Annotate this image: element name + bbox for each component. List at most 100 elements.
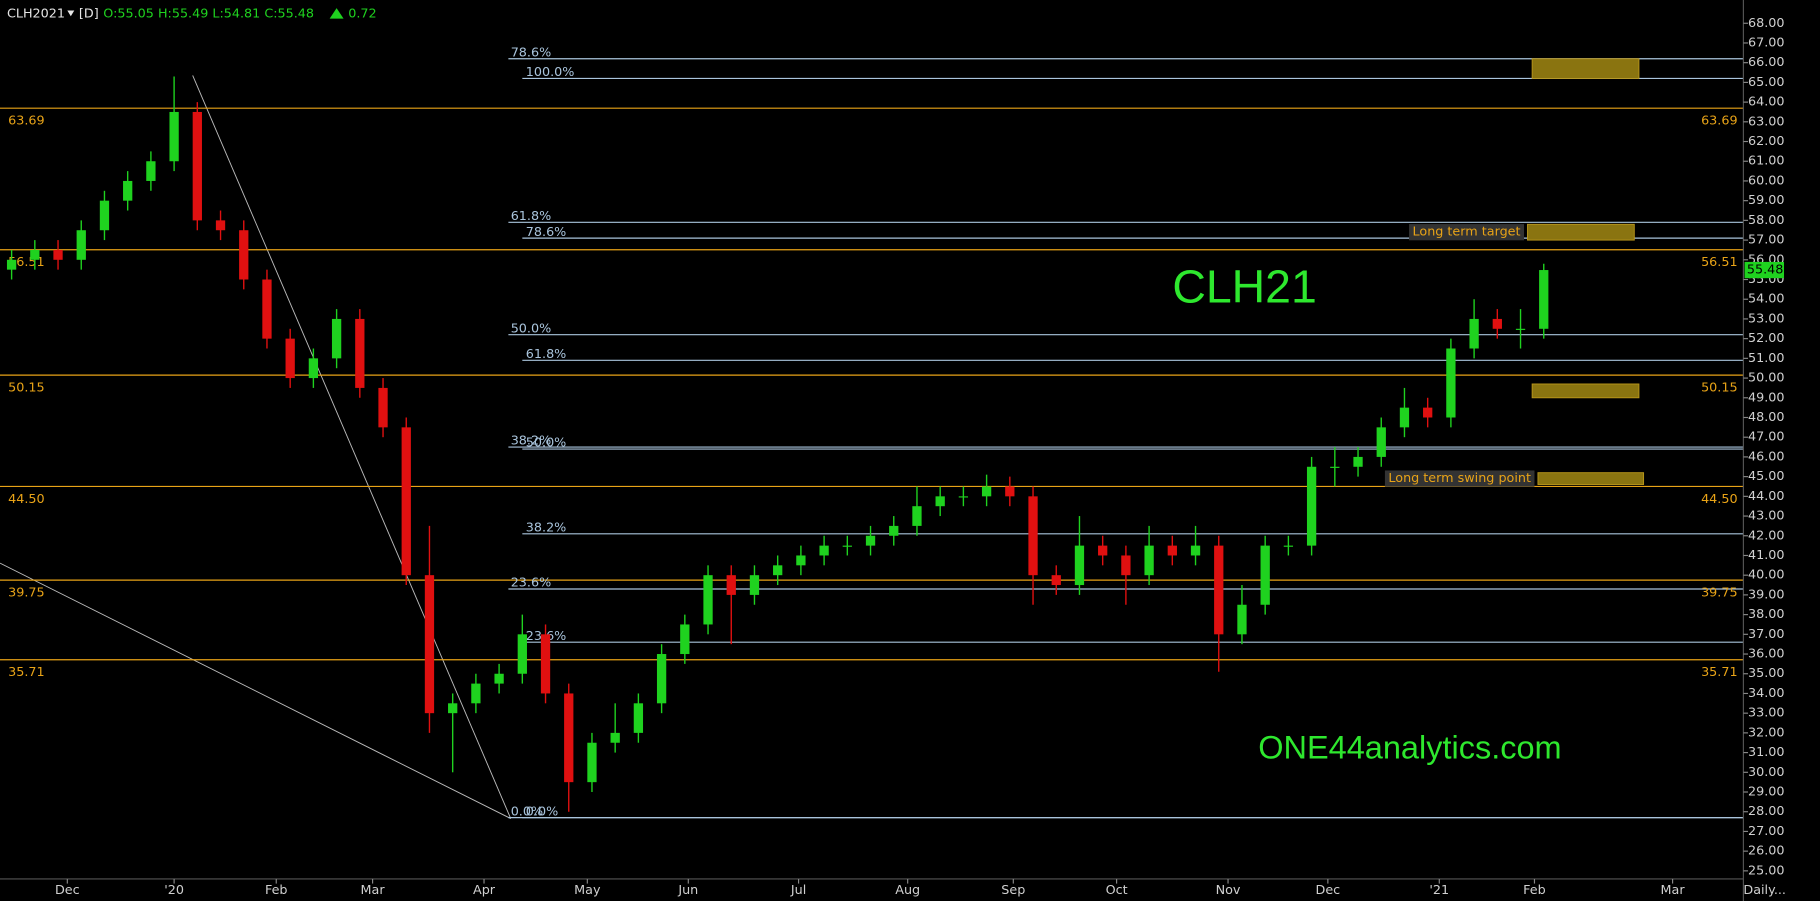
candle-body bbox=[819, 545, 829, 556]
level-label-left: 39.75 bbox=[8, 585, 45, 600]
y-tick-label: 47.00 bbox=[1748, 430, 1785, 445]
y-tick-label: 39.00 bbox=[1748, 587, 1785, 602]
y-tick-label: 54.00 bbox=[1748, 292, 1785, 307]
candle-body bbox=[1144, 545, 1154, 576]
y-tick-label: 60.00 bbox=[1748, 173, 1785, 188]
x-tick-label: '21 bbox=[1429, 883, 1449, 898]
y-tick-label: 52.00 bbox=[1748, 331, 1785, 346]
candle-body bbox=[564, 693, 574, 783]
y-tick-label: 64.00 bbox=[1748, 95, 1785, 110]
target-zone bbox=[1531, 58, 1640, 79]
level-label-right: 35.71 bbox=[1701, 665, 1738, 680]
candle-body bbox=[726, 575, 736, 595]
candle-body bbox=[889, 525, 899, 536]
candle-body bbox=[1214, 545, 1224, 635]
interval: [D] bbox=[79, 6, 99, 21]
fib-label: 38.2% bbox=[526, 520, 567, 535]
symbol[interactable]: CLH2021 bbox=[7, 6, 65, 21]
x-tick-label: Aug bbox=[895, 883, 920, 898]
y-tick-label: 58.00 bbox=[1748, 213, 1785, 228]
candle-body bbox=[99, 200, 110, 231]
y-tick-label: 63.00 bbox=[1748, 114, 1785, 129]
level-label-left: 35.71 bbox=[8, 665, 45, 680]
candle-body bbox=[796, 555, 806, 566]
candle-body bbox=[401, 427, 411, 576]
candle-body bbox=[703, 575, 713, 625]
candle-body bbox=[1028, 496, 1038, 576]
y-tick-label: 51.00 bbox=[1748, 351, 1785, 366]
y-tick-label: 34.00 bbox=[1748, 686, 1785, 701]
candle-body bbox=[610, 732, 620, 743]
y-tick-label: 48.00 bbox=[1748, 410, 1785, 425]
y-tick-label: 28.00 bbox=[1748, 804, 1785, 819]
candle-body bbox=[169, 111, 179, 162]
level-label-right: 63.69 bbox=[1701, 113, 1738, 128]
x-tick-label: '20 bbox=[164, 883, 184, 898]
candle-body bbox=[981, 486, 992, 497]
y-tick-label: 41.00 bbox=[1748, 548, 1785, 563]
candle-body bbox=[1423, 407, 1433, 418]
x-tick-label: Sep bbox=[1001, 883, 1025, 898]
candle-body bbox=[958, 496, 969, 498]
candle-body bbox=[773, 565, 783, 576]
y-tick-label: 44.00 bbox=[1748, 489, 1785, 504]
fib-label: 50.0% bbox=[511, 321, 552, 336]
candle-body bbox=[53, 249, 63, 260]
candle-body bbox=[1399, 407, 1410, 428]
fib-label: 0.0% bbox=[526, 804, 558, 819]
fib-label: 78.6% bbox=[526, 225, 567, 240]
candle-body bbox=[680, 624, 690, 655]
zone-label: Long term target bbox=[1413, 225, 1521, 240]
y-tick-label: 43.00 bbox=[1748, 509, 1785, 524]
candle-body bbox=[935, 496, 945, 507]
candle-body bbox=[1005, 486, 1015, 497]
watermark: ONE44analytics.com bbox=[1258, 730, 1561, 766]
x-tick-label: Dec bbox=[1316, 883, 1341, 898]
fib-label: 50.0% bbox=[526, 436, 567, 451]
x-tick-label: Feb bbox=[1523, 883, 1546, 898]
candle-body bbox=[123, 180, 133, 201]
candle-body bbox=[1306, 466, 1317, 546]
candle-body bbox=[587, 742, 597, 783]
candle-body bbox=[517, 634, 527, 674]
y-tick-label: 40.00 bbox=[1748, 568, 1785, 583]
candle-body bbox=[30, 249, 40, 260]
zone-label-bg bbox=[1409, 224, 1525, 241]
y-tick-label: 35.00 bbox=[1748, 666, 1785, 681]
candle-body bbox=[1492, 318, 1502, 329]
y-tick-label: 26.00 bbox=[1748, 844, 1785, 859]
y-tick-label: 61.00 bbox=[1748, 154, 1785, 169]
ohlc-readout: O:55.05 H:55.49 L:54.81 C:55.48 bbox=[103, 6, 314, 21]
y-tick-label: 62.00 bbox=[1748, 134, 1785, 149]
interval-menu[interactable]: Daily... bbox=[1743, 883, 1786, 898]
candle-body bbox=[424, 575, 435, 714]
symbol-dropdown-icon[interactable] bbox=[67, 10, 75, 17]
x-tick-label: Apr bbox=[473, 883, 496, 898]
candle-body bbox=[842, 545, 852, 547]
fib-label: 61.8% bbox=[526, 347, 567, 362]
x-tick-label: Dec bbox=[55, 883, 80, 898]
y-tick-label: 30.00 bbox=[1748, 765, 1785, 780]
candle-body bbox=[633, 703, 644, 733]
candle-body bbox=[1260, 545, 1270, 605]
candle-body bbox=[1098, 545, 1108, 556]
level-label-right: 39.75 bbox=[1701, 585, 1738, 600]
y-tick-label: 25.00 bbox=[1748, 863, 1785, 878]
x-tick-label: May bbox=[574, 883, 601, 898]
zone-label-bg bbox=[1384, 470, 1535, 487]
candle-body bbox=[540, 634, 551, 694]
change-up-icon bbox=[329, 8, 344, 19]
x-tick-label: Jul bbox=[790, 883, 806, 898]
candle-body bbox=[494, 673, 504, 684]
level-label-left: 44.50 bbox=[8, 492, 45, 507]
candle-body bbox=[1330, 466, 1340, 468]
last-price-label: 55.48 bbox=[1747, 263, 1784, 278]
target-zone bbox=[1531, 383, 1640, 399]
y-tick-label: 29.00 bbox=[1748, 785, 1785, 800]
x-tick-label: Feb bbox=[265, 883, 288, 898]
candle-body bbox=[656, 654, 667, 704]
level-label-left: 50.15 bbox=[8, 380, 45, 395]
fib-label: 0.0% bbox=[511, 804, 543, 819]
